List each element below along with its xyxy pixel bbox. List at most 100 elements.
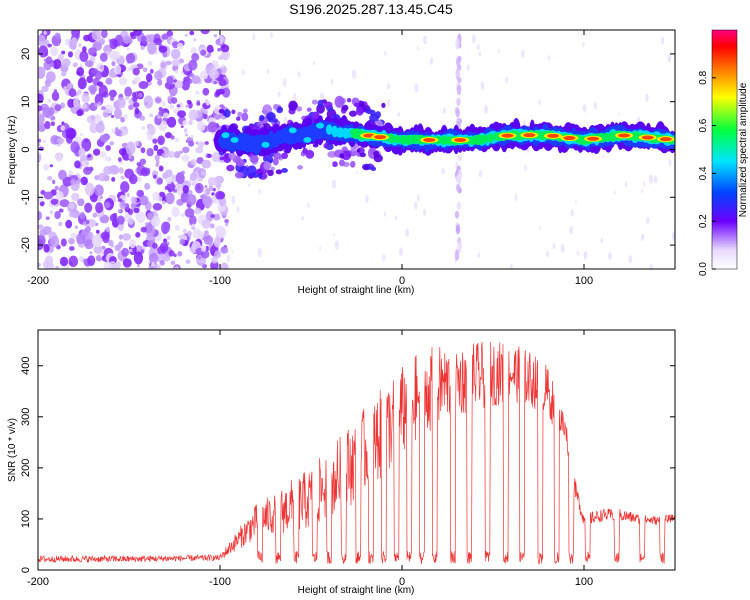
ridge-scatter xyxy=(296,106,303,112)
faint-blob xyxy=(645,93,649,102)
faint-blob xyxy=(387,83,390,90)
noise-blob xyxy=(39,229,48,236)
faint-blob xyxy=(510,263,513,269)
noise-blob xyxy=(202,189,207,195)
faint-blob xyxy=(524,165,527,172)
noise-blob xyxy=(38,66,46,79)
noise-blob xyxy=(84,60,94,68)
noise-blob xyxy=(70,178,77,186)
noise-blob xyxy=(218,55,224,61)
noise-blob xyxy=(38,146,44,152)
noise-blob xyxy=(105,156,112,162)
noise-blob xyxy=(68,211,76,218)
ridge-green xyxy=(388,133,395,144)
noise-blob xyxy=(59,199,70,208)
faint-blob xyxy=(333,233,336,237)
noise-blob xyxy=(214,239,221,248)
noise-blob xyxy=(144,182,151,190)
noise-blob xyxy=(60,125,65,131)
noise-blob xyxy=(126,67,132,72)
noise-blob xyxy=(195,146,204,154)
faint-blob xyxy=(668,159,672,167)
ridge-scatter xyxy=(370,166,377,171)
ridge-scatter xyxy=(316,103,325,114)
noise-blob xyxy=(93,245,103,254)
noise-blob xyxy=(147,81,153,86)
noise-blob xyxy=(111,177,116,182)
noise-blob xyxy=(93,114,102,123)
faint-blob xyxy=(471,34,476,44)
ridge-scatter xyxy=(270,166,275,171)
faint-blob xyxy=(320,92,324,101)
noise-blob xyxy=(61,121,65,125)
ridge-scatter xyxy=(273,103,278,110)
faint-blob xyxy=(248,183,250,188)
noise-blob xyxy=(121,43,125,46)
noise-blob xyxy=(61,58,71,68)
noise-blob xyxy=(82,46,87,53)
colorbar-tick-label: 0.0 xyxy=(698,262,709,276)
ridge-hotspot-core xyxy=(587,136,600,141)
noise-blob xyxy=(55,33,61,40)
noise-blob xyxy=(151,215,161,227)
faint-blob xyxy=(660,36,665,45)
noise-blob xyxy=(173,151,181,159)
noise-blob xyxy=(60,238,67,247)
noise-blob xyxy=(77,88,82,96)
noise-blob xyxy=(118,148,127,156)
spectrogram-xtick-label: 0 xyxy=(399,275,405,287)
faint-blob xyxy=(618,112,620,116)
noise-blob xyxy=(204,99,208,102)
ridge-scatter xyxy=(276,106,284,114)
noise-blob xyxy=(50,121,56,127)
noise-blob xyxy=(195,141,199,145)
faint-blob xyxy=(441,167,445,175)
faint-blob xyxy=(387,99,391,107)
faint-blob xyxy=(312,61,315,66)
noise-blob xyxy=(171,206,180,218)
noise-blob xyxy=(45,216,50,220)
noise-blob xyxy=(118,167,124,174)
ridge-scatter xyxy=(235,159,246,167)
noise-blob xyxy=(156,253,166,264)
transition-island xyxy=(261,141,270,148)
noise-blob xyxy=(191,75,201,85)
ridge-scatter xyxy=(255,170,261,174)
faint-blob xyxy=(330,78,334,85)
noise-blob xyxy=(136,189,144,198)
noise-blob xyxy=(133,251,144,265)
noise-blob xyxy=(165,60,172,66)
noise-blob xyxy=(190,159,197,166)
noise-blob xyxy=(116,97,126,109)
noise-blob xyxy=(109,165,120,175)
noise-blob xyxy=(171,59,181,67)
noise-blob xyxy=(154,70,163,81)
noise-blob xyxy=(148,252,159,264)
noise-blob xyxy=(145,222,149,226)
noise-blob xyxy=(47,43,53,48)
snr-frame xyxy=(37,329,676,571)
ridge-scatter xyxy=(339,153,345,159)
noise-blob xyxy=(97,197,102,202)
noise-blob xyxy=(165,177,173,185)
snr-ylabel: SNR (10 * v/v) xyxy=(7,418,18,482)
snr-ytick-label: 200 xyxy=(20,459,32,477)
faint-blob xyxy=(356,171,358,175)
faint-blob xyxy=(539,225,541,230)
noise-blob xyxy=(126,192,130,198)
noise-blob xyxy=(100,151,107,158)
noise-blob xyxy=(78,42,82,48)
ridge-scatter xyxy=(306,107,312,112)
faint-blob xyxy=(480,81,485,90)
noise-blob xyxy=(176,42,184,50)
noise-blob xyxy=(98,101,102,106)
ridge-hotspot-core xyxy=(374,135,387,140)
spectrogram-ytick-label: 0 xyxy=(20,146,32,152)
noise-blob xyxy=(201,245,207,252)
noise-blob xyxy=(140,226,147,233)
faint-blob xyxy=(231,249,234,254)
ridge-hotspot-core xyxy=(423,137,436,142)
transition-island xyxy=(328,127,337,134)
noise-blob xyxy=(62,85,68,92)
noise-blob xyxy=(132,96,138,103)
